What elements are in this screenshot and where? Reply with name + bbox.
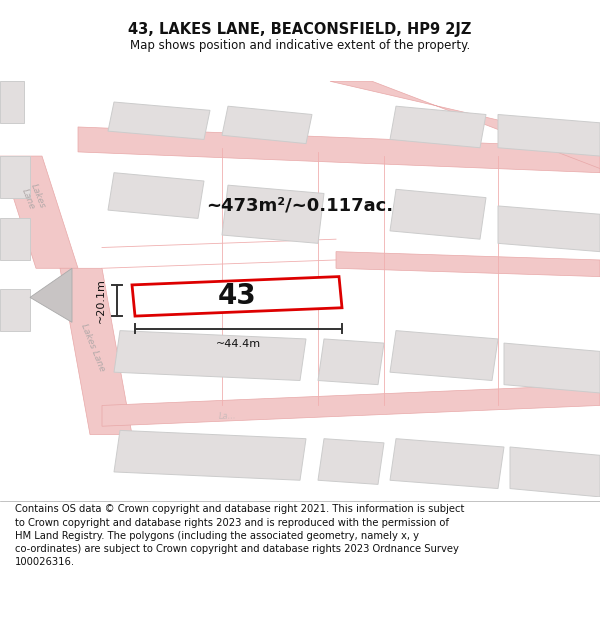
Text: Contains OS data © Crown copyright and database right 2021. This information is : Contains OS data © Crown copyright and d… bbox=[15, 504, 464, 567]
Polygon shape bbox=[330, 81, 600, 169]
Polygon shape bbox=[114, 331, 306, 381]
Polygon shape bbox=[78, 127, 600, 173]
Polygon shape bbox=[336, 252, 600, 277]
Text: 43, LAKES LANE, BEACONSFIELD, HP9 2JZ: 43, LAKES LANE, BEACONSFIELD, HP9 2JZ bbox=[128, 22, 472, 37]
Polygon shape bbox=[390, 106, 486, 148]
Polygon shape bbox=[108, 173, 204, 218]
Polygon shape bbox=[60, 268, 132, 434]
Text: La...: La... bbox=[219, 411, 237, 421]
Polygon shape bbox=[108, 102, 210, 139]
Polygon shape bbox=[132, 277, 342, 316]
Polygon shape bbox=[390, 439, 504, 489]
Text: 43: 43 bbox=[218, 282, 256, 311]
Polygon shape bbox=[390, 189, 486, 239]
Text: Map shows position and indicative extent of the property.: Map shows position and indicative extent… bbox=[130, 39, 470, 52]
Polygon shape bbox=[102, 384, 600, 426]
Polygon shape bbox=[498, 206, 600, 252]
Polygon shape bbox=[222, 106, 312, 144]
Text: ~20.1m: ~20.1m bbox=[96, 278, 106, 323]
Polygon shape bbox=[30, 268, 72, 322]
Polygon shape bbox=[0, 289, 30, 331]
Polygon shape bbox=[114, 431, 306, 480]
Text: ~44.4m: ~44.4m bbox=[216, 339, 261, 349]
Polygon shape bbox=[318, 439, 384, 484]
Polygon shape bbox=[510, 447, 600, 497]
Polygon shape bbox=[498, 114, 600, 156]
Polygon shape bbox=[222, 185, 324, 243]
Text: Lakes Lane: Lakes Lane bbox=[79, 322, 107, 372]
Polygon shape bbox=[318, 339, 384, 384]
Text: ~473m²/~0.117ac.: ~473m²/~0.117ac. bbox=[206, 197, 394, 215]
Polygon shape bbox=[0, 81, 24, 122]
Polygon shape bbox=[504, 343, 600, 393]
Polygon shape bbox=[0, 156, 78, 268]
Polygon shape bbox=[0, 218, 30, 260]
Polygon shape bbox=[0, 156, 30, 198]
Polygon shape bbox=[390, 331, 498, 381]
Text: Lakes
Lane: Lakes Lane bbox=[19, 182, 47, 213]
